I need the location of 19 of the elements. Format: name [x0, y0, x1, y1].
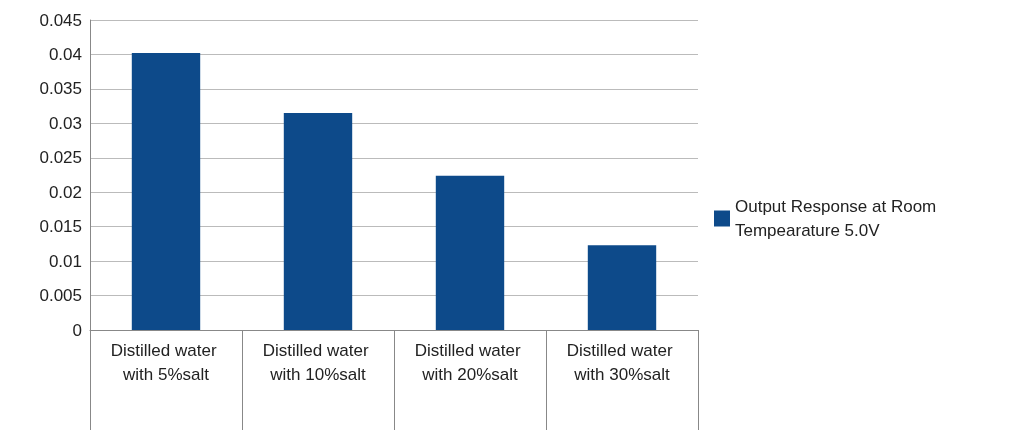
- y-tick-label: 0.045: [39, 10, 82, 30]
- x-tick-label: Distilled water with 10%salt: [262, 340, 374, 384]
- y-tick-label: 0: [72, 320, 82, 340]
- y-tick-label: 0.005: [39, 286, 82, 306]
- y-tick-label: 0.025: [39, 148, 82, 168]
- y-tick-label: 0.03: [48, 113, 82, 133]
- y-tick-label: 0.01: [48, 251, 82, 271]
- y-tick-label: 0.02: [48, 182, 82, 202]
- x-tick-label: Distilled water with 20%salt: [414, 340, 526, 384]
- x-tick-label: Distilled water with 30%salt: [566, 340, 678, 384]
- y-tick-label: 0.035: [39, 79, 82, 99]
- y-tick-label: 0.015: [39, 217, 82, 237]
- x-tick-label: Distilled water with 5%salt: [110, 340, 222, 384]
- y-tick-label: 0.04: [48, 44, 82, 64]
- bar: [131, 53, 201, 330]
- bar: [283, 113, 353, 330]
- bar: [435, 175, 505, 330]
- legend-label: Output Response at Room Tempearature 5.0V: [735, 197, 942, 240]
- bar: [587, 245, 657, 330]
